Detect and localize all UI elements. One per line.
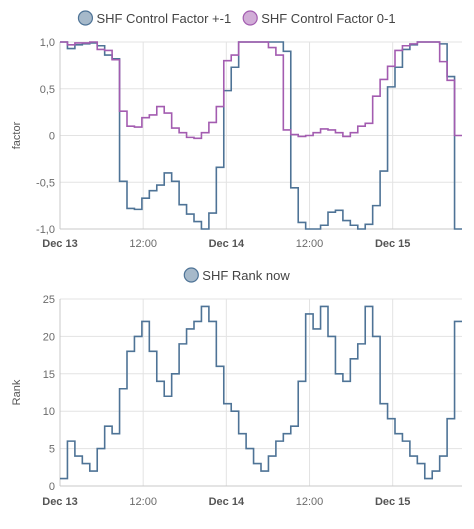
legend-swatch <box>242 10 258 26</box>
shf-rank-chart: 25 20 15 10 5 0 Dec 13 12:00 Dec 14 12:00 Dec 15 Ra… <box>0 262 474 529</box>
y-tick-label: 5 <box>49 444 55 456</box>
y-tick-label: 0 <box>49 481 55 493</box>
x-tick-label: Dec 14 <box>209 496 245 508</box>
y-tick-label: 25 <box>43 294 55 306</box>
y-tick-label: 1,0 <box>40 37 55 49</box>
x-tick-label: 12:00 <box>296 496 324 508</box>
y-tick-label: 0 <box>49 131 55 143</box>
x-tick-label: 12:00 <box>129 496 157 508</box>
y-tick-label: 0,5 <box>40 84 55 96</box>
y-tick-label: 10 <box>43 406 55 418</box>
x-tick-label: Dec 15 <box>375 496 410 508</box>
x-tick-label: Dec 13 <box>42 238 77 250</box>
legend: SHF Rank now <box>183 267 290 283</box>
y-tick-label: -0,5 <box>36 177 55 189</box>
x-tick-label: 12:00 <box>129 238 157 250</box>
y-tick-label: -1,0 <box>36 224 55 236</box>
y-tick-label: 15 <box>43 369 55 381</box>
x-tick-label: 12:00 <box>296 238 324 250</box>
x-tick-label: Dec 14 <box>209 238 245 250</box>
y-tick-label: 20 <box>43 331 55 343</box>
legend: SHF Control Factor +-1 SHF Control Factor… <box>77 10 396 26</box>
x-tick-label: Dec 13 <box>42 496 77 508</box>
legend-label: SHF Control Factor +-1 <box>96 11 231 26</box>
control-factor-plot: 1,0 0,5 0 -0,5 -1,0 Dec 13 12:00 Dec 14 12:00 Dec… <box>11 10 462 250</box>
shf-control-factor-chart: 1,0 0,5 0 -0,5 -1,0 Dec 13 12:00 Dec 14 12:00 Dec… <box>11 10 462 250</box>
legend-swatch <box>77 10 94 26</box>
legend-swatch <box>183 267 199 283</box>
rank-plot: 25 20 15 10 5 0 Dec 13 12:00 Dec 14 12:00 Dec 15 Ra… <box>11 267 462 508</box>
series-line-shf-control-factor-0-1 <box>60 41 462 140</box>
x-tick-label: Dec 15 <box>375 238 410 250</box>
y-axis-title: factor <box>11 121 23 149</box>
legend-label: SHF Rank now <box>202 268 290 283</box>
legend-label: SHF Control Factor 0-1 <box>261 11 395 26</box>
y-axis-title: Rank <box>11 379 23 405</box>
series-line-shf-rank-now <box>60 305 462 480</box>
